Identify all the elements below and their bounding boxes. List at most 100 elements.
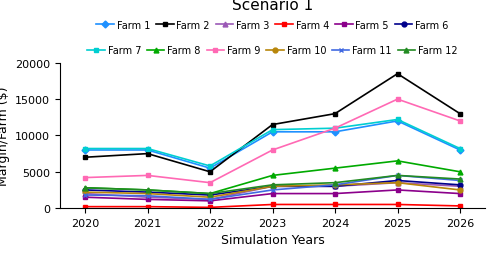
Farm 9 xyxy=(332,127,338,130)
Farm 9 xyxy=(207,181,213,184)
Farm 2 xyxy=(394,73,400,76)
Farm 8 xyxy=(457,171,463,174)
Line: Farm 2: Farm 2 xyxy=(82,72,462,174)
Farm 10 xyxy=(144,192,150,195)
Farm 9 xyxy=(394,98,400,101)
Farm 4 xyxy=(332,203,338,206)
Farm 10 xyxy=(332,184,338,187)
Farm 2 xyxy=(207,171,213,174)
Farm 4 xyxy=(144,205,150,208)
Farm 4 xyxy=(394,203,400,206)
Farm 2 xyxy=(82,156,88,159)
Farm 11 xyxy=(207,198,213,201)
Farm 1 xyxy=(332,131,338,134)
Farm 1 xyxy=(457,149,463,152)
Farm 7 xyxy=(144,147,150,150)
Farm 8 xyxy=(332,167,338,170)
Farm 9 xyxy=(457,120,463,123)
Farm 3 xyxy=(394,181,400,184)
Farm 7 xyxy=(394,118,400,121)
Farm 2 xyxy=(270,123,276,126)
Farm 3 xyxy=(207,198,213,201)
Farm 8 xyxy=(82,186,88,189)
Farm 5 xyxy=(270,192,276,195)
Line: Farm 12: Farm 12 xyxy=(82,173,462,196)
Farm 10 xyxy=(457,189,463,192)
Farm 5 xyxy=(144,198,150,201)
Farm 7 xyxy=(332,127,338,130)
Farm 8 xyxy=(144,189,150,192)
Line: Farm 5: Farm 5 xyxy=(82,188,462,203)
Farm 9 xyxy=(144,174,150,177)
Line: Farm 6: Farm 6 xyxy=(82,178,462,198)
Farm 12 xyxy=(207,192,213,195)
Farm 12 xyxy=(144,189,150,192)
Farm 8 xyxy=(207,192,213,195)
Farm 4 xyxy=(207,206,213,209)
Farm 10 xyxy=(207,196,213,199)
Line: Farm 4: Farm 4 xyxy=(82,202,462,210)
Farm 10 xyxy=(82,191,88,194)
Farm 11 xyxy=(394,174,400,177)
Farm 6 xyxy=(82,189,88,192)
Legend: Farm 1, Farm 2, Farm 3, Farm 4, Farm 5, Farm 6: Farm 1, Farm 2, Farm 3, Farm 4, Farm 5, … xyxy=(96,20,448,30)
Farm 2 xyxy=(332,113,338,116)
Farm 1 xyxy=(207,167,213,170)
Farm 7 xyxy=(270,129,276,132)
Line: Farm 9: Farm 9 xyxy=(82,97,462,185)
Line: Farm 3: Farm 3 xyxy=(82,181,462,202)
Farm 1 xyxy=(394,120,400,123)
Farm 12 xyxy=(394,174,400,177)
Farm 1 xyxy=(144,149,150,152)
Farm 4 xyxy=(270,203,276,206)
Farm 2 xyxy=(144,152,150,155)
Line: Farm 8: Farm 8 xyxy=(82,159,462,196)
Farm 2 xyxy=(457,113,463,116)
Line: Farm 10: Farm 10 xyxy=(82,181,462,200)
Line: Farm 7: Farm 7 xyxy=(82,118,462,169)
Farm 7 xyxy=(82,147,88,150)
Farm 6 xyxy=(332,185,338,188)
Farm 3 xyxy=(82,192,88,195)
Farm 10 xyxy=(270,185,276,188)
Farm 5 xyxy=(207,200,213,203)
Farm 11 xyxy=(144,195,150,198)
Farm 4 xyxy=(82,205,88,208)
Farm 12 xyxy=(457,178,463,181)
Farm 11 xyxy=(332,184,338,187)
Line: Farm 1: Farm 1 xyxy=(82,119,462,171)
Farm 7 xyxy=(457,147,463,150)
Farm 6 xyxy=(394,179,400,182)
Farm 11 xyxy=(457,179,463,182)
Farm 12 xyxy=(332,181,338,184)
Farm 11 xyxy=(270,189,276,192)
Farm 8 xyxy=(270,174,276,177)
Farm 6 xyxy=(144,191,150,194)
Farm 3 xyxy=(457,185,463,188)
Farm 1 xyxy=(270,131,276,134)
Farm 1 xyxy=(82,149,88,152)
Farm 11 xyxy=(82,194,88,197)
Farm 5 xyxy=(457,192,463,195)
Farm 9 xyxy=(82,176,88,179)
Legend: Farm 7, Farm 8, Farm 9, Farm 10, Farm 11, Farm 12: Farm 7, Farm 8, Farm 9, Farm 10, Farm 11… xyxy=(87,46,458,56)
Y-axis label: Margin/Farm ($): Margin/Farm ($) xyxy=(0,86,10,185)
Farm 12 xyxy=(270,184,276,187)
Farm 6 xyxy=(270,185,276,188)
Farm 5 xyxy=(332,192,338,195)
Farm 8 xyxy=(394,160,400,163)
Farm 6 xyxy=(207,194,213,197)
Farm 6 xyxy=(457,184,463,187)
Farm 3 xyxy=(332,185,338,188)
Farm 4 xyxy=(457,204,463,208)
Farm 3 xyxy=(144,196,150,199)
Farm 5 xyxy=(82,196,88,199)
Line: Farm 11: Farm 11 xyxy=(82,173,462,202)
Farm 5 xyxy=(394,189,400,192)
Title: Scenario 1: Scenario 1 xyxy=(232,0,313,13)
Farm 7 xyxy=(207,165,213,168)
Farm 9 xyxy=(270,149,276,152)
Farm 3 xyxy=(270,185,276,188)
X-axis label: Simulation Years: Simulation Years xyxy=(220,233,324,246)
Farm 10 xyxy=(394,181,400,184)
